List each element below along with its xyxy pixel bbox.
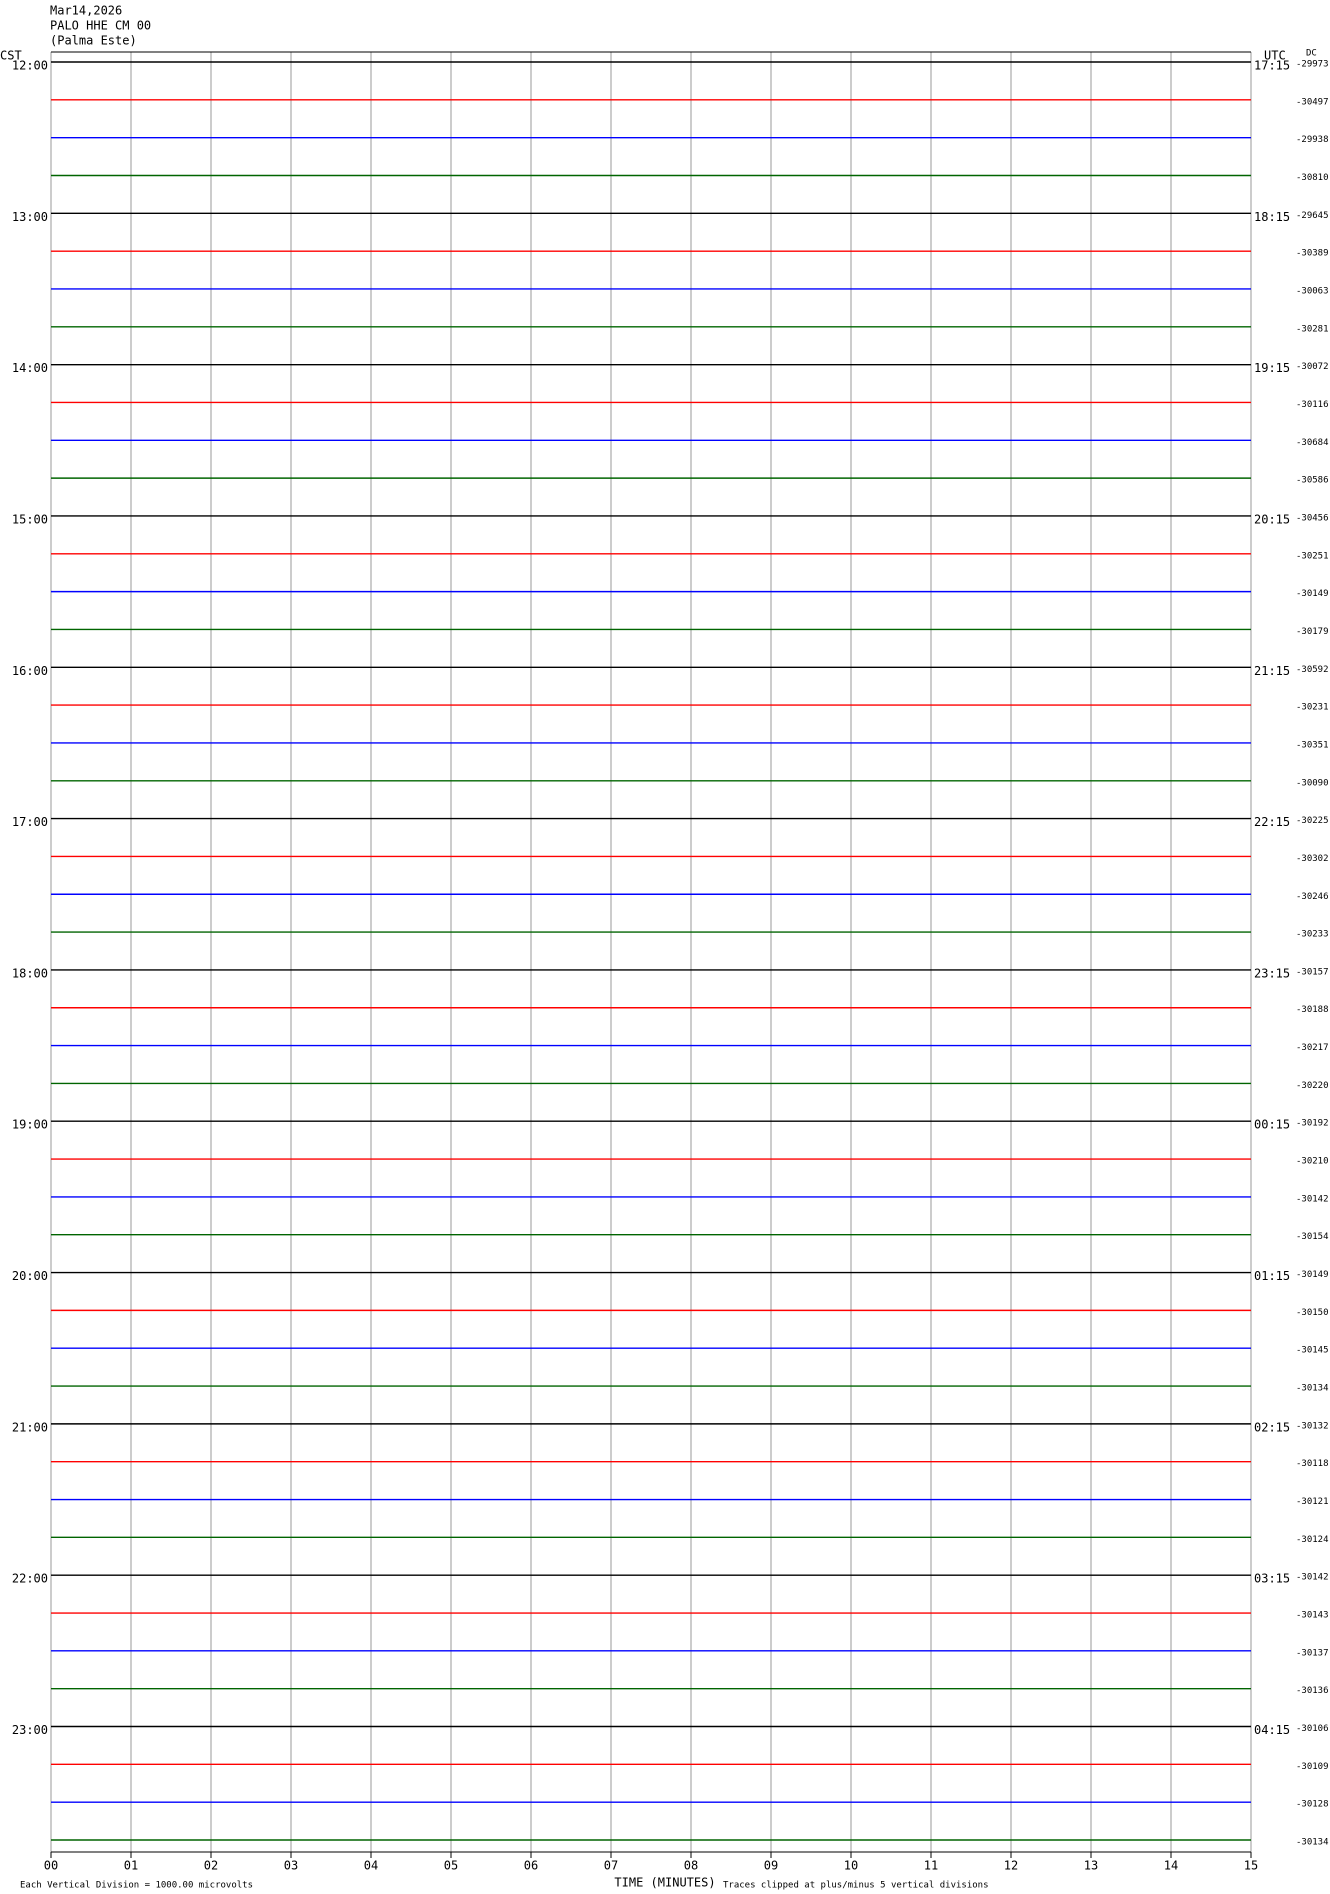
- dc-offset: -30302: [1296, 854, 1329, 864]
- dc-offset: -30225: [1296, 816, 1329, 826]
- dc-offset: -30220: [1296, 1081, 1329, 1091]
- dc-offset: -30684: [1296, 438, 1329, 448]
- location: (Palma Este): [50, 34, 137, 48]
- dc-offset: -30134: [1296, 1384, 1329, 1394]
- dc-offset: -29938: [1296, 135, 1329, 145]
- dc-offset: -29645: [1296, 211, 1329, 221]
- dc-offset: -30090: [1296, 778, 1329, 788]
- dc-offset: -30134: [1296, 1838, 1329, 1848]
- dc-offset: -30072: [1296, 362, 1329, 372]
- x-tick-label: 14: [1164, 1859, 1178, 1873]
- cst-label: CST: [0, 49, 22, 63]
- utc-time: 23:15: [1254, 966, 1290, 980]
- x-axis-label: TIME (MINUTES): [614, 1876, 715, 1890]
- utc-label: UTC: [1264, 49, 1286, 63]
- dc-offset: -30118: [1296, 1459, 1329, 1469]
- dc-offset: -30124: [1296, 1535, 1329, 1545]
- cst-time: 16:00: [12, 664, 48, 678]
- utc-time: 19:15: [1254, 361, 1290, 375]
- utc-time: 01:15: [1254, 1269, 1290, 1283]
- dc-label: DC: [1306, 49, 1317, 59]
- x-tick-label: 05: [444, 1859, 458, 1873]
- dc-offset: -30233: [1296, 930, 1329, 940]
- dc-offset: -30157: [1296, 967, 1329, 977]
- dc-offset: -30456: [1296, 513, 1329, 523]
- cst-time: 12:00: [12, 59, 48, 73]
- dc-offset: -30188: [1296, 1005, 1329, 1015]
- dc-offset: -30116: [1296, 400, 1329, 410]
- cst-time: 18:00: [12, 966, 48, 980]
- dc-offset: -30063: [1296, 286, 1329, 296]
- clip-note: Traces clipped at plus/minus 5 vertical …: [723, 1881, 989, 1891]
- dc-offset: -30149: [1296, 1270, 1329, 1280]
- x-tick-label: 09: [764, 1859, 778, 1873]
- dc-offset: -30137: [1296, 1648, 1329, 1658]
- dc-offset: -30210: [1296, 1157, 1329, 1167]
- dc-offset: -30150: [1296, 1308, 1329, 1318]
- x-tick-label: 07: [604, 1859, 618, 1873]
- dc-offset: -30810: [1296, 173, 1329, 183]
- x-tick-label: 13: [1084, 1859, 1098, 1873]
- dc-offset: -30192: [1296, 1119, 1329, 1129]
- cst-time: 14:00: [12, 361, 48, 375]
- cst-time: 20:00: [12, 1269, 48, 1283]
- dc-offset: -30586: [1296, 476, 1329, 486]
- dc-offset: -30246: [1296, 892, 1329, 902]
- cst-time: 15:00: [12, 512, 48, 526]
- dc-offset: -30109: [1296, 1762, 1329, 1772]
- dc-offset: -30251: [1296, 551, 1329, 561]
- x-tick-label: 08: [684, 1859, 698, 1873]
- scale-note: Each Vertical Division = 1000.00 microvo…: [20, 1881, 253, 1891]
- dc-offset: -30132: [1296, 1421, 1329, 1431]
- dc-offset: -30389: [1296, 249, 1329, 259]
- dc-offset: -30351: [1296, 740, 1329, 750]
- utc-time: 21:15: [1254, 664, 1290, 678]
- dc-offset: -30106: [1296, 1724, 1329, 1734]
- dc-offset: -30136: [1296, 1686, 1329, 1696]
- dc-offset: -30142: [1296, 1194, 1329, 1204]
- utc-time: 20:15: [1254, 512, 1290, 526]
- utc-time: 03:15: [1254, 1572, 1290, 1586]
- dc-offset: -29973: [1296, 60, 1329, 70]
- station: PALO HHE CM 00: [50, 19, 151, 33]
- dc-offset: -30142: [1296, 1573, 1329, 1583]
- x-tick-label: 11: [924, 1859, 938, 1873]
- x-tick-label: 04: [364, 1859, 378, 1873]
- cst-time: 17:00: [12, 815, 48, 829]
- dc-offset: -30145: [1296, 1346, 1329, 1356]
- utc-time: 00:15: [1254, 1118, 1290, 1132]
- utc-time: 22:15: [1254, 815, 1290, 829]
- cst-time: 23:00: [12, 1723, 48, 1737]
- dc-offset: -30231: [1296, 703, 1329, 713]
- x-tick-label: 01: [124, 1859, 138, 1873]
- date: Mar14,2026: [50, 4, 122, 18]
- dc-offset: -30121: [1296, 1497, 1329, 1507]
- dc-offset: -30143: [1296, 1611, 1329, 1621]
- x-tick-label: 12: [1004, 1859, 1018, 1873]
- dc-offset: -30281: [1296, 324, 1329, 334]
- utc-time: 17:15: [1254, 59, 1290, 73]
- dc-offset: -30154: [1296, 1232, 1329, 1242]
- dc-offset: -30128: [1296, 1800, 1329, 1810]
- x-tick-label: 03: [284, 1859, 298, 1873]
- cst-time: 13:00: [12, 210, 48, 224]
- utc-time: 18:15: [1254, 210, 1290, 224]
- utc-time: 02:15: [1254, 1420, 1290, 1434]
- dc-offset: -30179: [1296, 627, 1329, 637]
- x-tick-label: 02: [204, 1859, 218, 1873]
- dc-offset: -30592: [1296, 665, 1329, 675]
- dc-offset: -30217: [1296, 1043, 1329, 1053]
- dc-offset: -30149: [1296, 589, 1329, 599]
- utc-time: 04:15: [1254, 1723, 1290, 1737]
- dc-offset: -30497: [1296, 97, 1329, 107]
- x-tick-label: 10: [844, 1859, 858, 1873]
- cst-time: 21:00: [12, 1420, 48, 1434]
- x-tick-label: 00: [44, 1859, 58, 1873]
- cst-time: 19:00: [12, 1118, 48, 1132]
- x-tick-label: 15: [1244, 1859, 1258, 1873]
- x-tick-label: 06: [524, 1859, 538, 1873]
- cst-time: 22:00: [12, 1572, 48, 1586]
